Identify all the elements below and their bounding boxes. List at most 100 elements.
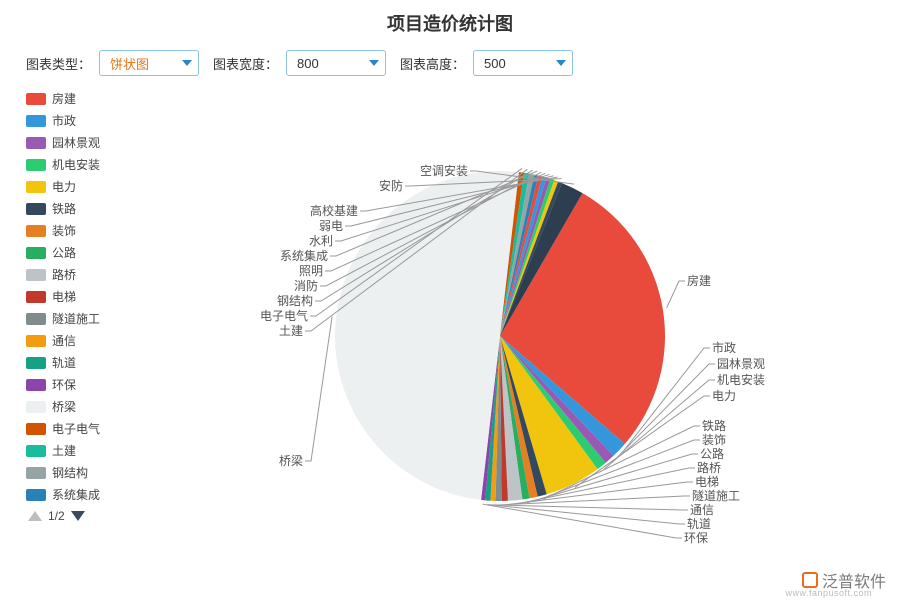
slice-label: 消防 [294,278,318,293]
legend-label: 电子电气 [52,420,100,437]
slice-label: 电力 [712,389,736,403]
legend-label: 机电安装 [52,156,100,173]
controls-bar: 图表类型： 饼状图 图表宽度： 800 图表高度： 500 [0,44,900,86]
watermark: 泛普软件 www.fanpusoft.com [802,568,886,592]
legend-page-text: 1/2 [48,509,65,523]
slice-label: 水利 [309,234,333,248]
logo-icon [802,572,818,588]
chevron-down-icon [182,60,192,66]
legend-item[interactable]: 钢结构 [26,464,130,481]
chevron-down-icon [556,60,566,66]
page-title: 项目造价统计图 [0,0,900,44]
chart-width-label: 图表宽度： [213,54,278,73]
legend-label: 通信 [52,332,76,349]
legend-item[interactable]: 电子电气 [26,420,130,437]
legend-label: 系统集成 [52,486,100,503]
slice-label: 钢结构 [277,293,313,308]
legend-item[interactable]: 隧道施工 [26,310,130,327]
legend-item[interactable]: 电梯 [26,288,130,305]
legend-swatch [26,423,46,435]
legend-swatch [26,115,46,127]
legend-item[interactable]: 轨道 [26,354,130,371]
leader-line [305,317,332,461]
legend-item[interactable]: 房建 [26,90,130,107]
legend-swatch [26,313,46,325]
legend-item[interactable]: 装饰 [26,222,130,239]
slice-label: 系统集成 [280,248,328,263]
legend-label: 装饰 [52,222,76,239]
legend-label: 电力 [52,178,76,195]
chart-height-dropdown[interactable]: 500 [473,50,573,76]
slice-label: 空调安装 [420,163,468,178]
slice-label: 机电安装 [717,372,765,387]
slice-label: 隧道施工 [692,488,740,503]
slice-label: 装饰 [702,433,726,447]
legend-swatch [26,335,46,347]
chart-type-label: 图表类型： [26,54,91,73]
slice-label: 电子电气 [260,308,308,323]
slice-label: 土建 [279,324,303,338]
legend-item[interactable]: 机电安装 [26,156,130,173]
slice-label: 公路 [700,446,724,461]
legend-item[interactable]: 园林景观 [26,134,130,151]
legend-swatch [26,181,46,193]
legend-item[interactable]: 路桥 [26,266,130,283]
slice-label: 桥梁 [279,453,303,468]
legend-swatch [26,401,46,413]
chart-width-value: 800 [297,56,319,71]
legend-label: 路桥 [52,266,76,283]
legend-label: 轨道 [52,354,76,371]
legend-swatch [26,291,46,303]
legend-label: 房建 [52,90,76,107]
chart-width-dropdown[interactable]: 800 [286,50,386,76]
legend-label: 钢结构 [52,464,88,481]
legend-pager: 1/2 [26,509,130,523]
legend-swatch [26,379,46,391]
slice-label: 房建 [687,273,711,288]
legend-item[interactable]: 桥梁 [26,398,130,415]
slice-label: 铁路 [702,418,726,433]
legend-label: 铁路 [52,200,76,217]
legend-swatch [26,137,46,149]
slice-label: 路桥 [697,460,721,475]
legend-label: 公路 [52,244,76,261]
slice-label: 通信 [690,503,714,517]
slice-label: 环保 [684,531,708,545]
leader-line [493,505,688,510]
legend-item[interactable]: 系统集成 [26,486,130,503]
legend-swatch [26,159,46,171]
slice-label: 照明 [299,264,323,278]
legend-item[interactable]: 铁路 [26,200,130,217]
legend-label: 环保 [52,376,76,393]
legend-swatch [26,445,46,457]
chart-height-value: 500 [484,56,506,71]
legend-item[interactable]: 土建 [26,442,130,459]
slice-label: 安防 [379,178,403,193]
legend-label: 隧道施工 [52,310,100,327]
pie-chart: 房建市政园林景观机电安装电力铁路装饰公路路桥电梯隧道施工通信轨道环保 桥梁 电子电气… [130,86,890,556]
legend-prev-icon[interactable] [28,511,42,521]
slice-label: 轨道 [687,517,711,531]
slice-label: 市政 [712,340,736,355]
legend-item[interactable]: 市政 [26,112,130,129]
legend-swatch [26,467,46,479]
slice-label: 高校基建 [310,203,358,218]
legend-item[interactable]: 通信 [26,332,130,349]
slice-label: 电梯 [695,475,719,489]
legend-item[interactable]: 公路 [26,244,130,261]
legend-swatch [26,225,46,237]
legend-label: 园林景观 [52,134,100,151]
legend-label: 土建 [52,442,76,459]
legend-item[interactable]: 电力 [26,178,130,195]
legend: 房建市政园林景观机电安装电力铁路装饰公路路桥电梯隧道施工通信轨道环保桥梁电子电气… [10,86,130,556]
legend-label: 桥梁 [52,398,76,415]
legend-label: 市政 [52,112,76,129]
leader-line [667,281,685,308]
chart-type-dropdown[interactable]: 饼状图 [99,50,199,76]
legend-swatch [26,247,46,259]
slice-label: 园林景观 [717,357,765,371]
chart-type-value: 饼状图 [110,54,149,73]
legend-next-icon[interactable] [71,511,85,521]
watermark-url: www.fanpusoft.com [785,588,872,598]
legend-item[interactable]: 环保 [26,376,130,393]
